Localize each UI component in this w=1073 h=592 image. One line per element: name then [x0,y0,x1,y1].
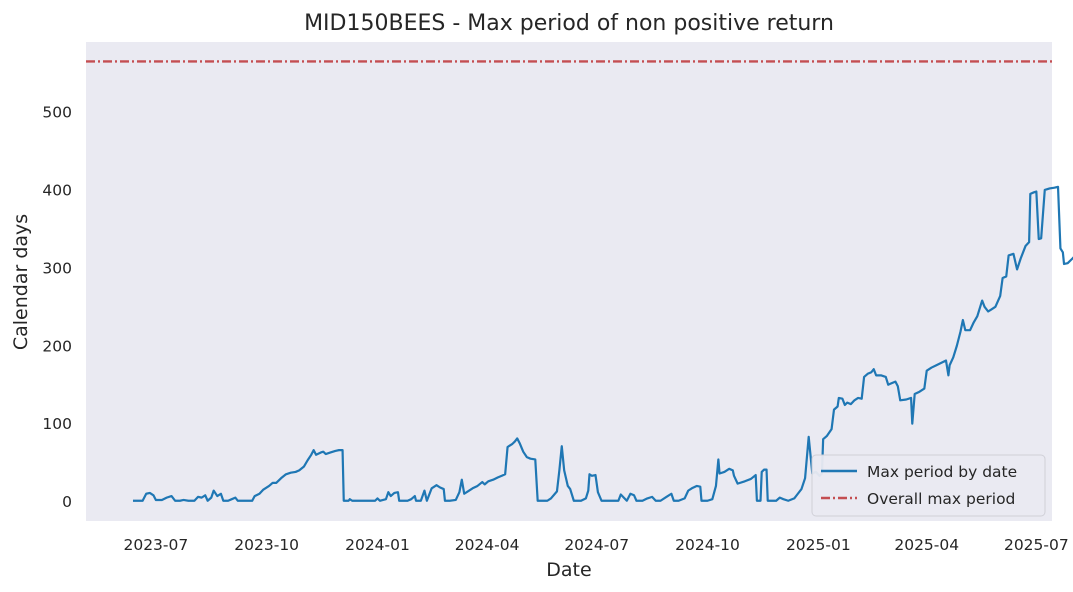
x-tick-label: 2024-10 [675,536,740,554]
y-axis-ticks: 0 100 200 300 400 500 [42,104,72,511]
y-tick-label: 200 [42,337,72,355]
y-tick-label: 0 [62,493,72,511]
x-tick-label: 2024-07 [564,536,629,554]
legend: Max period by date Overall max period [811,454,1046,517]
y-tick-label: 500 [42,104,72,122]
x-axis-ticks: 2023-07 2023-10 2024-01 2024-04 2024-07 2024-… [123,536,1068,554]
legend-label-max-period-by-date: Max period by date [867,463,1017,481]
legend-label-overall-max-period: Overall max period [867,490,1015,508]
x-tick-label: 2025-04 [894,536,959,554]
x-tick-label: 2024-01 [345,536,410,554]
y-axis-label: Calendar days [10,214,32,350]
plot-area [86,42,1052,521]
y-tick-label: 100 [42,415,72,433]
x-axis-label: Date [546,559,591,581]
x-tick-label: 2023-07 [123,536,188,554]
chart-title: MID150BEES - Max period of non positive … [304,11,834,36]
x-tick-label: 2023-10 [234,536,299,554]
series-line-max-period-by-date [132,185,1073,502]
x-tick-label: 2025-07 [1004,536,1069,554]
x-tick-label: 2025-01 [786,536,851,554]
series-line-layer [132,185,1073,502]
y-tick-label: 400 [42,181,72,199]
legend-box [811,454,1046,517]
x-tick-label: 2024-04 [455,536,520,554]
y-tick-label: 300 [42,259,72,277]
